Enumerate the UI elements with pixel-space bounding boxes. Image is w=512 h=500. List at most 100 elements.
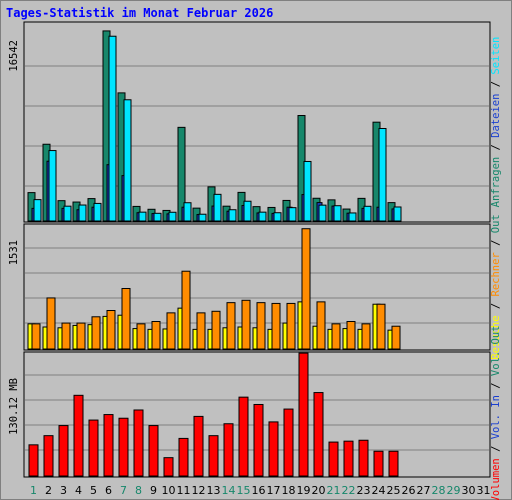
- x-tick-label-day-8: 8: [135, 484, 142, 497]
- bar-seiten-day-22: [348, 212, 357, 222]
- bar-rechner-day-14: [226, 302, 236, 350]
- bar-seiten-day-4: [78, 204, 87, 222]
- x-tick-label-day-11: 11: [177, 484, 191, 497]
- bar-rechner-day-22: [346, 321, 356, 350]
- x-tick-label-day-21: 21: [327, 484, 341, 497]
- x-tick-label-day-2: 2: [45, 484, 52, 497]
- bar-seiten-day-1: [33, 199, 42, 222]
- x-tick-label-day-15: 15: [237, 484, 251, 497]
- bar-volumen-day-1: [28, 444, 39, 477]
- panel-3-axis-max-label: 130.12 MB: [8, 378, 20, 435]
- bar-rechner-day-9: [151, 321, 161, 350]
- bar-seiten-day-20: [318, 204, 327, 222]
- x-tick-label-day-3: 3: [60, 484, 67, 497]
- legend-item-dateien: Dateien: [490, 94, 502, 138]
- x-tick-label-day-18: 18: [282, 484, 296, 497]
- panel-1-legend: Anfragen / Dateien / Seiten: [490, 37, 502, 208]
- legend-item-volumen: Volumen: [490, 458, 502, 500]
- x-tick-label-day-5: 5: [90, 484, 97, 497]
- bar-rechner-day-16: [256, 302, 266, 350]
- bar-volumen-day-23: [358, 439, 369, 477]
- bar-seiten-day-2: [48, 150, 57, 222]
- bar-rechner-day-5: [91, 316, 101, 350]
- bar-seiten-day-12: [198, 213, 207, 222]
- bar-seiten-day-7: [123, 99, 132, 222]
- x-tick-label-day-27: 27: [417, 484, 431, 497]
- x-tick-label-day-20: 20: [312, 484, 326, 497]
- bar-seiten-day-8: [138, 211, 147, 222]
- bar-seiten-day-21: [333, 205, 342, 222]
- bar-seiten-day-18: [288, 207, 297, 222]
- bar-rechner-day-6: [106, 310, 116, 350]
- bar-seiten-day-19: [303, 160, 312, 222]
- x-tick-label-day-31: 31: [477, 484, 491, 497]
- bar-volumen-day-16: [253, 403, 264, 477]
- bar-seiten-day-17: [273, 212, 282, 222]
- x-tick-label-day-12: 12: [192, 484, 206, 497]
- x-tick-label-day-9: 9: [150, 484, 157, 497]
- bar-seiten-day-11: [183, 202, 192, 222]
- bar-rechner-day-2: [46, 297, 56, 350]
- bar-volumen-day-3: [58, 425, 69, 477]
- bar-volumen-day-20: [313, 392, 324, 477]
- bar-seiten-day-6: [108, 35, 117, 222]
- bar-rechner-day-21: [331, 323, 341, 350]
- bar-rechner-day-17: [271, 302, 281, 350]
- x-tick-label-day-28: 28: [432, 484, 446, 497]
- panel-2-axis-max-label: 1531: [8, 240, 20, 265]
- legend-item-vol-in: Vol. In: [490, 395, 502, 439]
- bar-volumen-day-22: [343, 440, 354, 477]
- x-tick-label-day-7: 7: [120, 484, 127, 497]
- bar-volumen-day-10: [163, 457, 174, 477]
- x-tick-label-day-4: 4: [75, 484, 82, 497]
- bar-rechner-day-12: [196, 312, 206, 350]
- x-tick-label-day-17: 17: [267, 484, 281, 497]
- legend-item-seiten: Seiten: [490, 37, 502, 75]
- x-tick-label-day-23: 23: [357, 484, 371, 497]
- x-tick-label-day-26: 26: [402, 484, 416, 497]
- bar-seiten-day-24: [378, 127, 387, 222]
- bar-rechner-day-19: [301, 228, 311, 350]
- legend-item-vol-out: Vol. Out: [490, 325, 502, 376]
- bar-volumen-day-18: [283, 408, 294, 477]
- bar-volumen-day-4: [73, 394, 84, 477]
- bar-seiten-day-9: [153, 212, 162, 222]
- bar-seiten-day-14: [228, 209, 237, 222]
- bar-volumen-day-2: [43, 435, 54, 477]
- panel-3-legend: Volumen / Vol. In / Vol. Out: [490, 325, 502, 500]
- bar-rechner-day-10: [166, 312, 176, 350]
- bar-rechner-day-18: [286, 302, 296, 350]
- bar-seiten-day-5: [93, 202, 102, 222]
- x-tick-label-day-14: 14: [222, 484, 236, 497]
- x-tick-label-day-22: 22: [342, 484, 356, 497]
- panel-2-legend: Besuche / Rechner / Out: [490, 214, 502, 359]
- bar-seiten-day-13: [213, 193, 222, 222]
- legend-item-anfragen: Anfragen: [490, 157, 502, 208]
- x-tick-label-day-10: 10: [162, 484, 176, 497]
- bar-seiten-day-25: [393, 206, 402, 222]
- x-tick-label-day-19: 19: [297, 484, 311, 497]
- bar-volumen-day-7: [118, 417, 129, 477]
- bar-rechner-day-8: [136, 323, 146, 350]
- bar-rechner-day-15: [241, 299, 251, 350]
- bar-seiten-day-3: [63, 205, 72, 222]
- x-tick-label-day-13: 13: [207, 484, 221, 497]
- bar-rechner-day-4: [76, 322, 86, 350]
- bar-volumen-day-15: [238, 396, 249, 477]
- bar-volumen-day-14: [223, 423, 234, 477]
- x-tick-label-day-1: 1: [30, 484, 37, 497]
- bar-seiten-day-10: [168, 211, 177, 222]
- x-tick-label-day-24: 24: [372, 484, 386, 497]
- bar-volumen-day-25: [388, 450, 399, 477]
- legend-item-out: Out: [490, 214, 502, 233]
- bar-volumen-day-24: [373, 450, 384, 477]
- x-tick-label-day-6: 6: [105, 484, 112, 497]
- bar-volumen-day-6: [103, 414, 114, 477]
- bar-volumen-day-17: [268, 421, 279, 477]
- bar-rechner-day-11: [181, 270, 191, 350]
- x-tick-label-day-30: 30: [462, 484, 476, 497]
- bar-rechner-day-25: [391, 325, 401, 350]
- panel-1-area: [23, 21, 491, 223]
- bar-volumen-day-9: [148, 425, 159, 477]
